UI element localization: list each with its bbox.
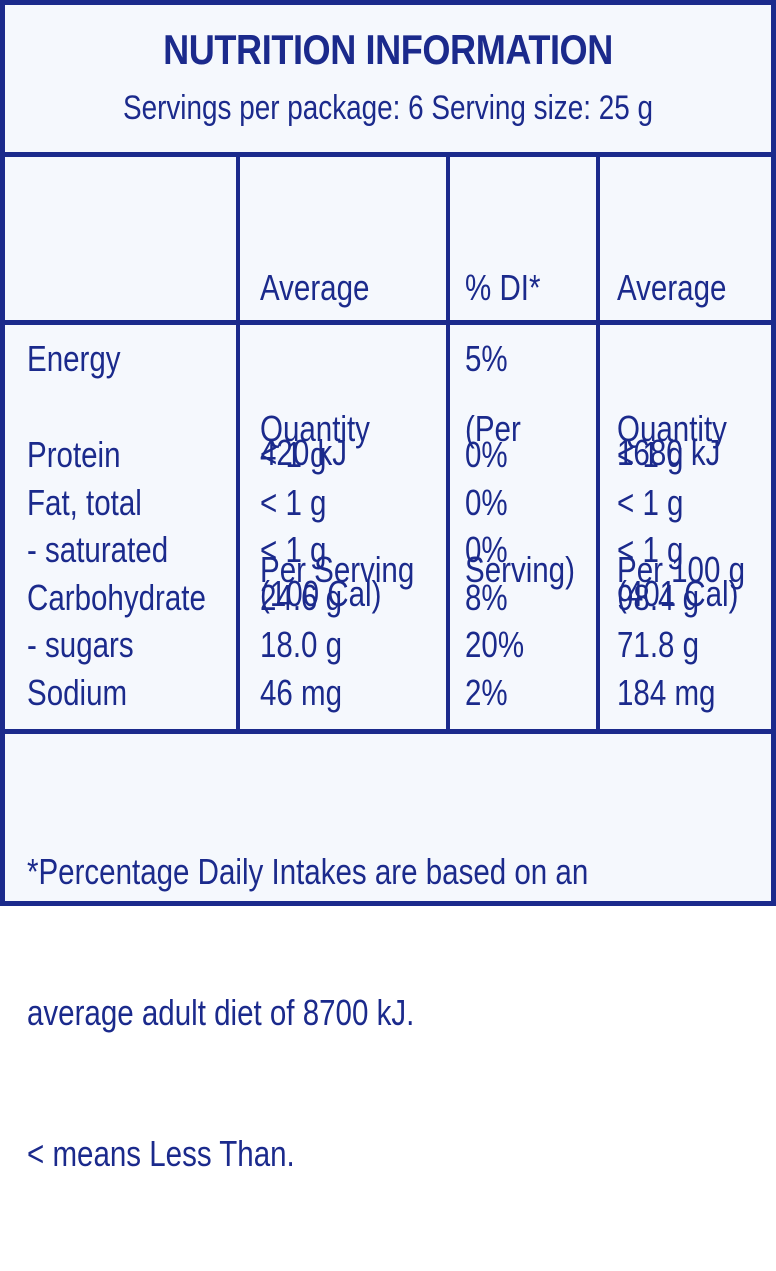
sodium-per-serving: 46 mg [260, 672, 343, 713]
column-divider [596, 157, 600, 729]
footnote-line: average adult diet of 8700 kJ. [27, 992, 415, 1033]
saturated-di: 0% [465, 529, 508, 570]
fat-di: 0% [465, 482, 508, 523]
sugars-per-100g: 71.8 g [617, 624, 700, 665]
sugars-per-serving: 18.0 g [260, 624, 343, 665]
carbohydrate-per-100g: 98.4 g [617, 577, 700, 618]
column-divider [236, 157, 240, 729]
fat-per-serving: < 1 g [260, 482, 327, 523]
sugars-di: 20% [465, 624, 525, 665]
header-row-divider [5, 320, 771, 325]
row-label-saturated: - saturated [27, 529, 169, 570]
row-label-sugars: - sugars [27, 624, 134, 665]
panel-title: NUTRITION INFORMATION [163, 26, 613, 73]
saturated-per-100g: < 1 g [617, 529, 684, 570]
energy-di: 5% [465, 338, 508, 379]
column-header-per-100g: Average Quantity Per 100 g [617, 267, 746, 590]
row-label-fat: Fat, total [27, 482, 142, 523]
column-divider [446, 157, 450, 729]
carbohydrate-per-serving: 24.6 g [260, 577, 343, 618]
serving-info: Servings per package: 6 Serving size: 25… [122, 89, 654, 127]
column-header-per-serving: Average Quantity Per Serving [260, 267, 415, 590]
energy-per-serving: 420 kJ (100 Cal) [260, 432, 382, 614]
protein-per-100g: < 1 g [617, 434, 684, 475]
fat-per-100g: < 1 g [617, 482, 684, 523]
protein-per-serving: < 1 g [260, 434, 327, 475]
row-label-protein: Protein [27, 434, 121, 475]
row-label-energy: Energy [27, 338, 121, 379]
footer-divider [5, 729, 771, 734]
row-label-sodium: Sodium [27, 672, 128, 713]
energy-per-100g: 1680 kJ (401 Cal) [617, 432, 739, 614]
saturated-per-serving: < 1 g [260, 529, 327, 570]
footnote-line: *Percentage Daily Intakes are based on a… [27, 851, 589, 892]
sodium-per-100g: 184 mg [617, 672, 716, 713]
sodium-di: 2% [465, 672, 508, 713]
row-label-carbohydrate: Carbohydrate [27, 577, 206, 618]
footnote: *Percentage Daily Intakes are based on a… [27, 754, 749, 1271]
protein-di: 0% [465, 434, 508, 475]
footnote-line: < means Less Than. [27, 1133, 295, 1174]
panel-header: NUTRITION INFORMATION Servings per packa… [5, 5, 771, 157]
carbohydrate-di: 8% [465, 577, 508, 618]
column-header-daily-intake: % DI* (Per Serving) [465, 267, 575, 590]
nutrition-panel: NUTRITION INFORMATION Servings per packa… [0, 0, 776, 1174]
